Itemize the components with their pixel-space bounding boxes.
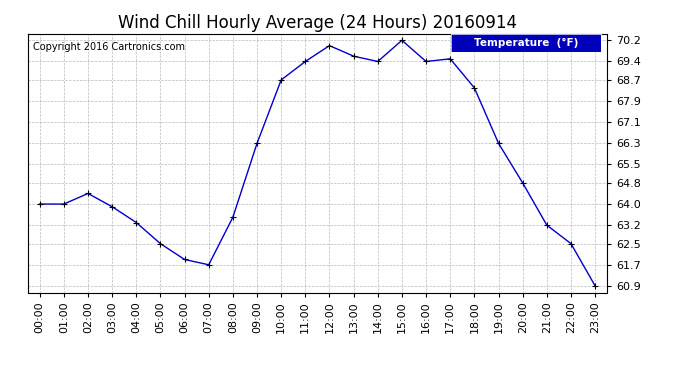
Title: Wind Chill Hourly Average (24 Hours) 20160914: Wind Chill Hourly Average (24 Hours) 201…	[118, 14, 517, 32]
Text: Copyright 2016 Cartronics.com: Copyright 2016 Cartronics.com	[33, 42, 186, 51]
